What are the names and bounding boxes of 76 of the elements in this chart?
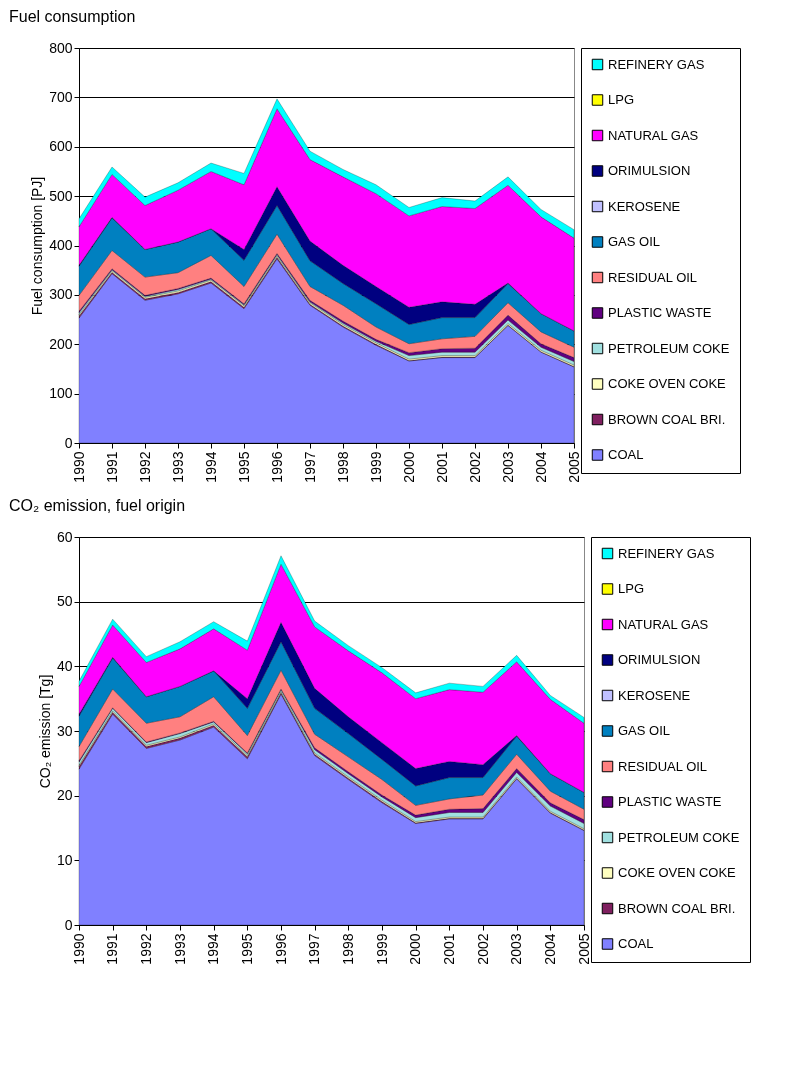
y-tick-label: 20 — [56, 787, 73, 804]
x-tick-label: 1995 — [235, 451, 252, 483]
legend-label: BROWN COAL BRI. — [608, 411, 726, 427]
y-tick-label: 0 — [64, 916, 73, 933]
x-tick-label: 1992 — [136, 451, 153, 483]
y-tick-label: 50 — [56, 593, 73, 610]
legend-label: KEROSENE — [608, 198, 681, 214]
legend-label: PETROLEUM COKE — [618, 829, 740, 845]
legend-label: ORIMULSION — [618, 652, 701, 667]
x-tick-label: 1990 — [70, 933, 87, 965]
y-tick-label: 100 — [49, 385, 73, 402]
x-tick-label: 2002 — [466, 451, 483, 483]
y-tick-label: 400 — [49, 237, 73, 253]
legend-label: REFINERY GAS — [608, 56, 705, 72]
x-tick-label: 2003 — [499, 451, 516, 483]
x-tick-label: 2000 — [407, 933, 424, 965]
x-tick-label: 2001 — [433, 451, 450, 483]
legend-label: GAS OIL — [608, 234, 661, 249]
x-tick-label: 1991 — [104, 933, 121, 965]
legend-label: PETROLEUM COKE — [608, 340, 730, 356]
legend-label: REFINERY GAS — [618, 545, 715, 561]
x-tick-label: 2003 — [508, 933, 525, 965]
y-tick-label: 30 — [56, 722, 73, 739]
x-tick-label: 1998 — [334, 451, 351, 483]
y-tick-label: 500 — [49, 187, 73, 204]
y-axis-title: CO₂ emission [Tg] — [36, 674, 53, 789]
y-tick-label: 600 — [49, 138, 73, 155]
legend-label: RESIDUAL OIL — [618, 758, 708, 774]
legend-label: RESIDUAL OIL — [608, 269, 698, 285]
x-tick-label: 1999 — [373, 933, 390, 965]
y-tick-label: 10 — [56, 851, 73, 868]
legend-label: LPG — [608, 92, 635, 107]
x-tick-label: 1995 — [238, 933, 255, 965]
legend-label: COKE OVEN COKE — [618, 865, 737, 880]
y-tick-label: 40 — [56, 657, 73, 674]
legend-label: GAS OIL — [618, 723, 671, 738]
x-tick-label: 1990 — [70, 451, 87, 483]
y-tick-label: 700 — [49, 88, 73, 105]
x-tick-label: 1997 — [301, 451, 318, 483]
x-tick-label: 2000 — [400, 451, 417, 483]
chart-title: CO₂ emission, fuel origin — [9, 497, 186, 514]
legend-label: COKE OVEN COKE — [608, 376, 727, 391]
x-tick-label: 1997 — [306, 933, 323, 965]
y-axis-title: Fuel consumption [PJ] — [29, 176, 46, 316]
legend-label: BROWN COAL BRI. — [618, 900, 736, 916]
x-tick-label: 2002 — [474, 933, 491, 965]
x-tick-label: 2005 — [575, 933, 592, 965]
legend-label: PLASTIC WASTE — [608, 305, 712, 320]
x-tick-label: 2004 — [541, 933, 558, 965]
y-tick-label: 0 — [64, 434, 73, 451]
legend-label: NATURAL GAS — [608, 127, 699, 143]
x-tick-label: 1999 — [367, 451, 384, 483]
legend-label: KEROSENE — [618, 687, 691, 703]
legend-label: ORIMULSION — [608, 163, 691, 178]
x-tick-label: 1991 — [103, 451, 120, 483]
y-tick-label: 300 — [49, 286, 73, 303]
x-tick-label: 1996 — [272, 933, 289, 965]
legend-label: PLASTIC WASTE — [618, 794, 722, 809]
x-tick-label: 1994 — [205, 933, 222, 965]
x-tick-label: 2001 — [440, 933, 457, 965]
x-tick-label: 1998 — [339, 933, 356, 965]
legend-label: COAL — [608, 447, 644, 462]
y-tick-label: 60 — [56, 528, 73, 545]
chart-title: Fuel consumption — [9, 8, 136, 25]
legend-label: LPG — [618, 581, 645, 596]
legend-label: COAL — [618, 936, 654, 951]
x-tick-label: 2004 — [532, 451, 549, 483]
x-tick-label: 2005 — [565, 451, 582, 483]
legend-label: NATURAL GAS — [618, 616, 709, 632]
x-tick-label: 1992 — [137, 933, 154, 965]
x-tick-label: 1993 — [171, 933, 188, 965]
y-tick-label: 800 — [49, 39, 73, 56]
x-tick-label: 1994 — [202, 451, 219, 483]
x-tick-label: 1996 — [268, 451, 285, 483]
y-tick-label: 200 — [49, 335, 73, 352]
x-tick-label: 1993 — [169, 451, 186, 483]
